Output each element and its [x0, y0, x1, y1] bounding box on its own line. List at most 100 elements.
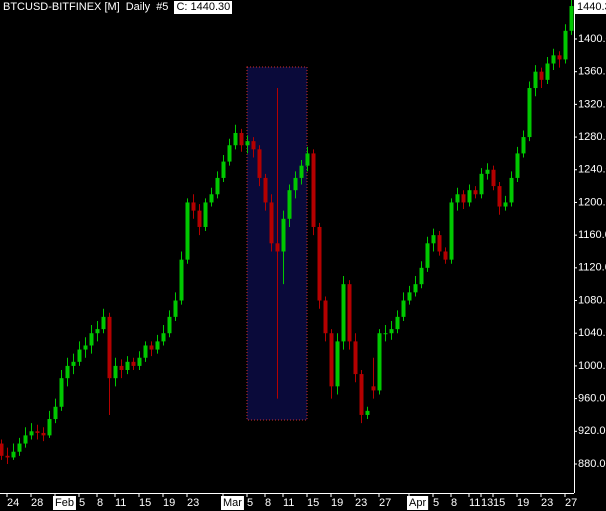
x-tick-group: 11 [469, 497, 480, 509]
candle-body [83, 345, 88, 350]
candle-body [545, 63, 550, 80]
candle-body [299, 165, 304, 178]
candle-body [371, 386, 376, 391]
x-tick-group: 5 [247, 497, 253, 509]
candle-body [47, 419, 52, 436]
candle-body [59, 378, 64, 407]
series-label: #5 [156, 1, 169, 13]
y-tick-label: 1040.00 [578, 327, 606, 339]
x-tick-label: 27 [379, 497, 391, 509]
candle-body [269, 202, 274, 244]
candle-body [77, 349, 82, 362]
candle-body [221, 161, 226, 178]
close-label: C: 1440.30 [174, 1, 233, 14]
x-tick-label: 11 [115, 497, 126, 509]
candle-body [209, 194, 214, 203]
x-tick-label: 24 [7, 497, 19, 509]
candle-body [185, 202, 190, 260]
symbol: BTCUSD-BITFINEX [M] [3, 1, 120, 13]
candle-body [449, 202, 454, 260]
x-tick-group: 19 [517, 497, 529, 509]
y-tick-label: 1360.00 [578, 66, 606, 78]
candle-body [563, 30, 568, 60]
candle-body [311, 153, 316, 227]
y-tick-label: 960.00 [578, 393, 606, 405]
candle-body [347, 284, 352, 342]
candle-body [413, 284, 418, 293]
candle-body [395, 316, 400, 330]
x-tick-label: 8 [265, 497, 271, 509]
x-tick-group: 15 [139, 497, 151, 509]
candle-body [143, 345, 148, 358]
x-tick-group: 19 [163, 497, 175, 509]
y-tick-label: 1000.00 [578, 360, 606, 372]
candle-body [377, 333, 382, 391]
candle-body [23, 435, 28, 444]
x-tick-label: Apr [409, 497, 426, 509]
candle-body [515, 153, 520, 178]
x-tick-group: 8 [265, 497, 271, 509]
x-tick-group: Feb [53, 496, 76, 510]
candle-body [11, 451, 16, 458]
x-tick-label: Feb [55, 497, 74, 509]
candle-body [341, 284, 346, 342]
y-tick-label: 1240.00 [578, 164, 606, 176]
candle-body [485, 169, 490, 174]
y-tick-label: 1160.00 [578, 229, 606, 241]
candle-body [257, 149, 262, 178]
x-tick-label: 8 [451, 497, 457, 509]
x-tick-label: 27 [565, 497, 577, 509]
x-tick-group: 19 [331, 497, 343, 509]
candle-body [65, 365, 70, 379]
candle-body [233, 132, 238, 146]
x-tick-highlight [407, 496, 429, 510]
candle-body [113, 365, 118, 379]
x-tick-group: Apr [407, 496, 429, 510]
x-tick-label: 23 [541, 497, 553, 509]
candle-body [251, 141, 256, 150]
candle-body [383, 333, 388, 335]
candle-body [53, 406, 58, 420]
plot-area [0, 0, 574, 464]
candle-body [293, 177, 298, 191]
candle-body [467, 190, 472, 203]
candle-body [335, 341, 340, 387]
candle-body [215, 177, 220, 195]
y-tick-label: 1200.00 [578, 196, 606, 208]
y-tick-label: 880.00 [578, 458, 606, 470]
candle-body [29, 431, 34, 436]
candle-body [203, 202, 208, 227]
x-tick-label: 15 [307, 497, 319, 509]
x-tick-group: 24 [7, 497, 19, 509]
candle-body [539, 71, 544, 80]
y-tick-label: 1120.00 [578, 262, 606, 274]
candle-body [191, 202, 196, 211]
x-tick-group: 15 [493, 497, 505, 509]
x-tick-group: 23 [187, 497, 199, 509]
candle-body [71, 361, 76, 366]
candle-body [41, 432, 46, 436]
x-tick-group: Mar [221, 496, 244, 510]
candle-body [425, 243, 430, 268]
x-tick-label: 15 [139, 497, 151, 509]
candle-body [119, 365, 124, 370]
candle-body [275, 243, 280, 252]
y-tick-label: 1400.00 [578, 33, 606, 45]
x-tick-group: 11 [115, 497, 126, 509]
candle-body [419, 267, 424, 285]
x-tick-label: 5 [79, 497, 85, 509]
candle-body [365, 410, 370, 415]
x-tick-group: 8 [97, 497, 103, 509]
candle-body [245, 141, 250, 146]
x-tick-highlight [53, 496, 76, 510]
candle-body [281, 218, 286, 252]
candle-body [491, 169, 496, 187]
candle-body [431, 235, 436, 244]
candle-body [557, 55, 562, 60]
header: BTCUSD-BITFINEX [M] Daily #5 C: 1440.30 [3, 1, 233, 14]
x-tick-group: 28 [31, 497, 43, 509]
y-tick-label: 1080.00 [578, 294, 606, 306]
candle-body [89, 333, 94, 346]
